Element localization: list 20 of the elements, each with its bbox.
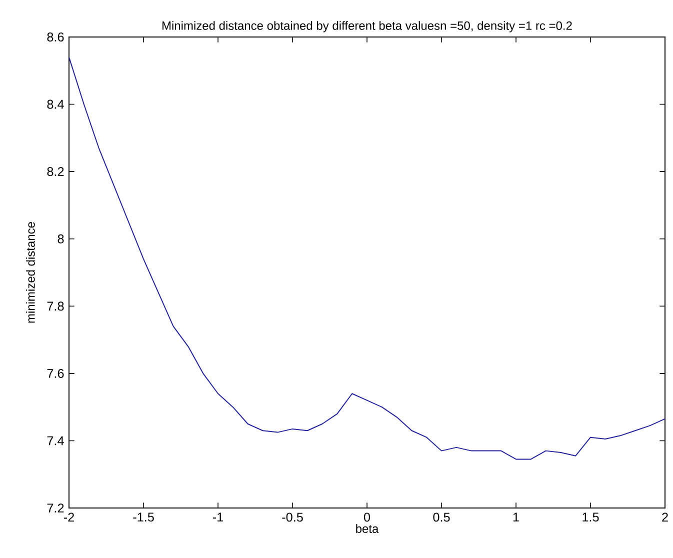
- x-axis-title: beta: [356, 524, 379, 533]
- y-tick-label: 8.2: [47, 167, 64, 176]
- x-tick-label: -1.5: [133, 512, 154, 522]
- x-tick-label: 1: [513, 512, 519, 522]
- x-tick-label: 0: [364, 512, 370, 522]
- x-tick-label: -1: [212, 512, 224, 522]
- y-tick-label: 8: [58, 234, 64, 244]
- x-tick-label: 1.5: [582, 512, 599, 522]
- x-tick-label: -0.5: [282, 512, 303, 522]
- y-tick-label: 7.2: [47, 504, 64, 512]
- y-tick-label: 7.4: [47, 436, 64, 446]
- x-tick-label: -2: [64, 512, 74, 522]
- y-tick-label: 7.6: [47, 368, 64, 378]
- chart-title: Minimized distance obtained by different beta valuesn =50, density =1 rc =0.2: [162, 21, 572, 32]
- y-tick-label: 8.6: [47, 32, 64, 42]
- x-tick-label: 0.5: [433, 512, 450, 522]
- x-tick-label: 2: [662, 512, 668, 522]
- y-axis-title: minimized distance: [26, 222, 35, 323]
- y-tick-label: 7.8: [47, 302, 64, 311]
- y-tick-label: 8.4: [47, 100, 64, 109]
